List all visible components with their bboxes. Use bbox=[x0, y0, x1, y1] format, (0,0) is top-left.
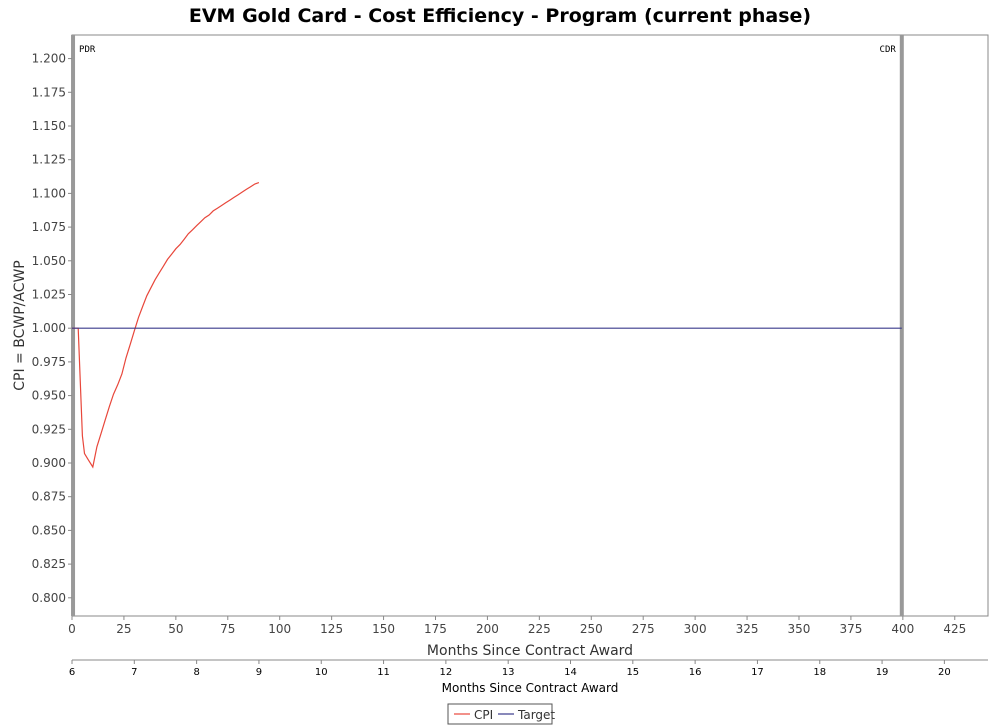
y-tick-label: 1.100 bbox=[32, 186, 66, 200]
x-tick-label: 325 bbox=[736, 622, 759, 636]
x-tick-label: 125 bbox=[320, 622, 343, 636]
marker-label-pdr: PDR bbox=[79, 45, 96, 55]
milestone-markers: PDR CDR bbox=[71, 35, 904, 616]
y-tick-label: 1.125 bbox=[32, 153, 66, 167]
x-tick-label: 300 bbox=[684, 622, 707, 636]
y-tick-label: 0.850 bbox=[32, 523, 66, 537]
y-tick-label: 1.075 bbox=[32, 220, 66, 234]
x2-tick-label: 20 bbox=[938, 667, 951, 678]
legend-label-cpi: CPI bbox=[474, 708, 493, 722]
x-tick-label: 400 bbox=[891, 622, 914, 636]
y-tick-label: 1.000 bbox=[32, 321, 66, 335]
y-tick-label: 1.200 bbox=[32, 52, 66, 66]
y-axis-label: CPI = BCWP/ACWP bbox=[12, 260, 28, 391]
x2-tick-label: 16 bbox=[689, 667, 702, 678]
x-tick-label: 425 bbox=[943, 622, 966, 636]
x-axis-label: Months Since Contract Award bbox=[427, 643, 633, 659]
x2-tick-label: 18 bbox=[813, 667, 826, 678]
x2-tick-label: 13 bbox=[502, 667, 515, 678]
y-tick-label: 0.800 bbox=[32, 591, 66, 605]
x2-tick-label: 14 bbox=[564, 667, 577, 678]
series-line-cpi bbox=[72, 182, 260, 469]
x-tick-label: 150 bbox=[372, 622, 395, 636]
y-tick-label: 1.175 bbox=[32, 85, 66, 99]
x2-tick-label: 6 bbox=[69, 667, 75, 678]
x-tick-label: 225 bbox=[528, 622, 551, 636]
y-tick-label: 0.975 bbox=[32, 355, 66, 369]
plot-area bbox=[71, 34, 989, 617]
x-tick-label: 0 bbox=[68, 622, 76, 636]
x-tick-label: 275 bbox=[632, 622, 655, 636]
x2-tick-label: 8 bbox=[193, 667, 199, 678]
x-tick-label: 25 bbox=[116, 622, 131, 636]
x2-tick-label: 12 bbox=[440, 667, 453, 678]
y-tick-label: 0.925 bbox=[32, 422, 66, 436]
y-tick-label: 1.025 bbox=[32, 287, 66, 301]
x-tick-label: 350 bbox=[788, 622, 811, 636]
y-tick-label: 0.825 bbox=[32, 557, 66, 571]
x2-tick-label: 7 bbox=[131, 667, 137, 678]
series-layer bbox=[72, 182, 902, 469]
x-tick-label: 175 bbox=[424, 622, 447, 636]
x-tick-label: 50 bbox=[168, 622, 183, 636]
x2-tick-label: 15 bbox=[626, 667, 639, 678]
secondary-x-axis: 6 7 8 9 10 11 12 13 14 15 16 17 18 19 20 bbox=[69, 659, 988, 678]
y-tick-label: 0.875 bbox=[32, 490, 66, 504]
x-axis: 0 25 50 75 100 125 150 175 200 225 250 275 300 325 350… bbox=[68, 616, 966, 636]
x-tick-label: 100 bbox=[268, 622, 291, 636]
x2-tick-label: 9 bbox=[256, 667, 262, 678]
x2-tick-label: 11 bbox=[377, 667, 390, 678]
x-tick-label: 75 bbox=[220, 622, 235, 636]
x2-tick-label: 10 bbox=[315, 667, 328, 678]
marker-line-cdr bbox=[899, 35, 904, 616]
y-tick-label: 1.150 bbox=[32, 119, 66, 133]
marker-line-pdr bbox=[71, 35, 76, 616]
chart-title: EVM Gold Card - Cost Efficiency - Progra… bbox=[189, 5, 811, 27]
y-tick-label: 0.950 bbox=[32, 389, 66, 403]
y-axis: 0.800 0.825 0.850 0.875 0.900 0.925 0.950 0.975… bbox=[32, 52, 72, 605]
x-tick-label: 200 bbox=[476, 622, 499, 636]
legend-label-target: Target bbox=[517, 708, 555, 722]
y-tick-label: 0.900 bbox=[32, 456, 66, 470]
marker-label-cdr: CDR bbox=[880, 45, 897, 55]
x-tick-label: 250 bbox=[580, 622, 603, 636]
x2-tick-label: 17 bbox=[751, 667, 764, 678]
y-tick-label: 1.050 bbox=[32, 254, 66, 268]
legend: CPI Target bbox=[447, 703, 555, 725]
x2-tick-label: 19 bbox=[876, 667, 889, 678]
x-tick-label: 375 bbox=[839, 622, 862, 636]
secondary-x-axis-label: Months Since Contract Award bbox=[442, 681, 619, 695]
